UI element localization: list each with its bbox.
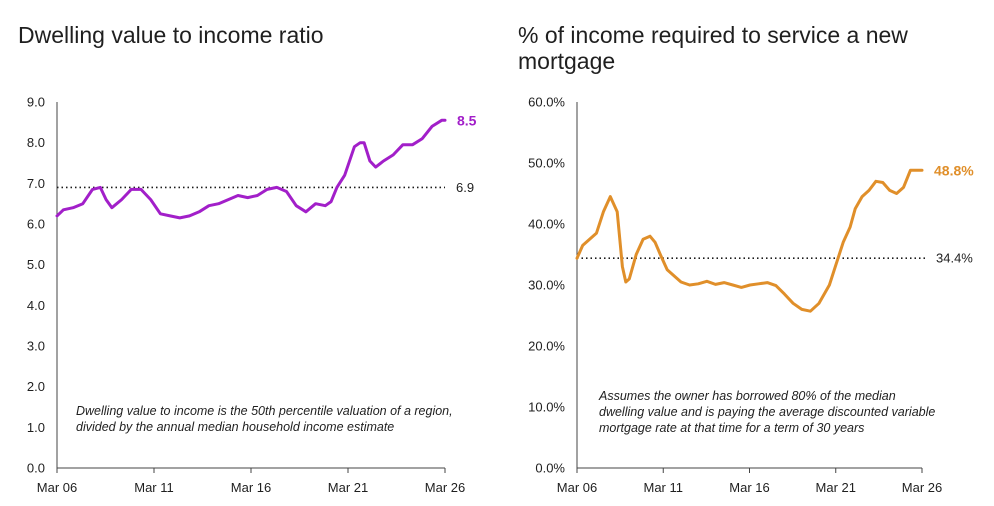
ratio-chart-title: Dwelling value to income ratio (18, 22, 324, 48)
chart-1-series-line (575, 168, 924, 313)
chart-1-y-tick-label: 10.0% (528, 400, 565, 415)
chart-1-x-tick-label: Mar 21 (816, 480, 856, 495)
ratio-chart-panel: Dwelling value to income ratio 0.0 1.0 2.0… (18, 22, 477, 496)
chart-0-y-tick-label: 3.0 (27, 339, 45, 354)
chart-1-x-tick-label: Mar 16 (729, 480, 769, 495)
mortgage-chart-title: % of income required to service a new mo… (518, 22, 908, 74)
chart-1-x-tick-label: Mar 26 (902, 480, 942, 495)
chart-0-y-tick-label: 7.0 (27, 176, 45, 191)
chart-1-y-tick-label: 0.0% (535, 461, 565, 476)
chart-1-reference-label: 34.4% (936, 251, 973, 266)
chart-0-y-tick-label: 0.0 (27, 461, 45, 476)
chart-0-x-tick-label: Mar 16 (231, 480, 271, 495)
chart-1-y-tick-label: 60.0% (528, 95, 565, 110)
chart-1-y-tick-label: 20.0% (528, 339, 565, 354)
chart-0-x-tick-label: Mar 21 (328, 480, 368, 495)
ratio-chart-annotation: Dwelling value to income is the 50th per… (76, 404, 453, 434)
mortgage-chart-panel: % of income required to service a new mo… (497, 0, 994, 506)
chart-0-y-tick-label: 1.0 (27, 420, 45, 435)
mortgage-chart-svg: 0.0% 10.0% 20.0% 30.0% 40.0% 50.0% 60.0% Mar 06… (528, 95, 974, 496)
chart-0-reference-label: 6.9 (456, 180, 474, 195)
chart-1-y-tick-label: 50.0% (528, 156, 565, 171)
chart-1-y-tick-label: 30.0% (528, 278, 565, 293)
chart-0-y-tick-label: 8.0 (27, 135, 45, 150)
chart-0-end-value-label: 8.5 (457, 112, 477, 128)
chart-0-y-tick-label: 2.0 (27, 379, 45, 394)
chart-0-x-tick-label: Mar 11 (134, 480, 174, 495)
chart-1-y-tick-label: 40.0% (528, 217, 565, 232)
chart-0-y-tick-label: 9.0 (27, 95, 45, 110)
chart-0-y-tick-label: 4.0 (27, 298, 45, 313)
chart-1-x-tick-label: Mar 06 (557, 480, 597, 495)
chart-0-y-tick-label: 6.0 (27, 217, 45, 232)
chart-0-x-tick-label: Mar 06 (37, 480, 77, 495)
chart-0-series-line (55, 118, 447, 220)
mortgage-chart-annotation: Assumes the owner has borrowed 80% of th… (599, 389, 936, 435)
chart-0-y-tick-label: 5.0 (27, 257, 45, 272)
chart-1-end-value-label: 48.8% (934, 162, 974, 178)
chart-1-x-tick-label: Mar 11 (644, 480, 684, 495)
chart-0-x-tick-label: Mar 26 (425, 480, 465, 495)
ratio-chart-svg: 0.0 1.0 2.0 3.0 4.0 5.0 6.0 7.0 8.0 9.0 Mar 06 Mar … (27, 95, 477, 496)
